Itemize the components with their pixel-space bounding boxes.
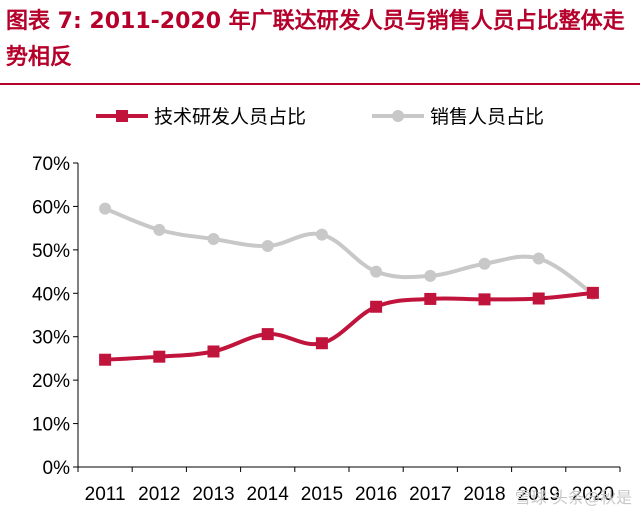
data-point-1-6 [424, 269, 437, 282]
legend-label-0: 技术研发人员占比 [154, 106, 306, 128]
data-point-1-4 [315, 228, 328, 241]
data-point-1-3 [261, 239, 274, 252]
y-tick-label: 20% [32, 371, 70, 392]
data-point-0-5 [370, 300, 383, 313]
axes: 0% 10% 20% 30% 40% 50% 60% 70% 2011 2012 2013 2014 2… [32, 154, 621, 505]
y-tick-label: 10% [32, 415, 70, 436]
data-point-0-4 [315, 337, 328, 350]
y-tick-label: 0% [43, 458, 71, 479]
data-point-0-6 [424, 292, 437, 305]
legend-marker-1 [392, 110, 404, 122]
x-tick-label: 2018 [463, 484, 505, 505]
series-line-0 [103, 290, 595, 362]
data-point-0-9 [586, 286, 599, 299]
y-tick-label: 70% [32, 154, 70, 175]
x-tick-label: 2014 [247, 484, 290, 505]
x-tick-label: 2019 [518, 484, 560, 505]
series-line-1 [103, 206, 595, 296]
x-tick-label: 2013 [192, 484, 234, 505]
data-point-1-5 [370, 265, 383, 278]
x-tick-label: 2011 [85, 484, 126, 505]
legend-label-1: 销售人员占比 [430, 106, 544, 128]
y-tick-label: 60% [32, 197, 70, 218]
legend: 技术研发人员占比 销售人员占比 [96, 106, 544, 128]
figure-title: 图表 7: 2011-2020 年广联达研发人员与销售人员占比整体走势相反 [6, 9, 625, 70]
series-layer [99, 202, 599, 366]
x-tick-label: 2016 [355, 484, 397, 505]
data-point-0-0 [99, 353, 112, 366]
data-point-0-2 [207, 345, 220, 358]
data-point-1-7 [478, 257, 491, 270]
data-point-1-1 [153, 223, 166, 236]
data-point-0-8 [532, 292, 545, 305]
x-tick-label: 2015 [301, 484, 343, 505]
title-divider [0, 83, 640, 85]
x-tick-label: 2012 [138, 484, 180, 505]
y-tick-label: 50% [32, 241, 70, 262]
data-point-0-3 [261, 328, 274, 341]
legend-marker-0 [116, 110, 128, 122]
data-point-1-0 [99, 202, 112, 215]
data-point-1-2 [207, 233, 220, 245]
data-point-0-1 [153, 350, 166, 363]
y-tick-label: 30% [32, 328, 70, 349]
data-point-1-8 [532, 252, 545, 265]
x-tick-label: 2017 [409, 484, 451, 505]
data-point-0-7 [478, 293, 491, 306]
watermark: 雪球 头条@秋是 [514, 488, 632, 507]
x-tick-label: 2020 [572, 484, 614, 505]
y-tick-label: 40% [32, 284, 70, 305]
